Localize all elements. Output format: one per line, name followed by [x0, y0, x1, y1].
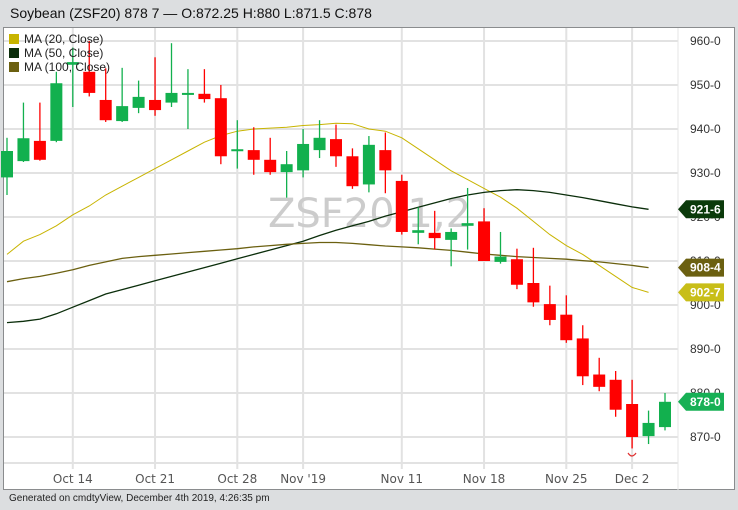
ma-line — [6, 122, 649, 293]
x-tick-label: Nov 18 — [463, 472, 506, 486]
chart-title: Soybean (ZSF20) 878 7 — O:872.25 H:880 L… — [10, 5, 372, 21]
candle — [247, 127, 260, 175]
candle — [214, 85, 227, 165]
price-tag: 921-6 — [678, 200, 724, 219]
legend-item-ma100: MA (100, Close) — [9, 60, 110, 74]
candle — [17, 102, 30, 162]
y-tick-label: 890-0 — [690, 342, 721, 356]
y-axis: 960-0950-0940-0930-0920-0910-0900-0890-0… — [690, 34, 721, 444]
y-tick-label: 870-0 — [690, 430, 721, 444]
candle — [461, 187, 474, 250]
x-tick-label: Nov '19 — [280, 472, 326, 486]
candle — [33, 102, 46, 161]
x-tick-label: Oct 28 — [217, 472, 257, 486]
candle — [527, 247, 540, 307]
candle — [313, 120, 326, 159]
x-tick-label: Oct 21 — [135, 472, 175, 486]
candle — [510, 248, 523, 290]
x-tick-label: Nov 11 — [381, 472, 424, 486]
candle — [116, 67, 129, 122]
candle — [132, 80, 145, 114]
swatch-ma50-icon — [9, 48, 19, 58]
candle — [609, 371, 622, 417]
legend-item-ma50: MA (50, Close) — [9, 46, 110, 60]
candle — [50, 71, 63, 143]
candle — [198, 69, 211, 103]
candle — [1, 137, 13, 195]
legend-label: MA (20, Close) — [24, 32, 104, 46]
candle — [149, 57, 162, 116]
svg-text:921-6: 921-6 — [690, 202, 721, 216]
candle — [66, 47, 79, 107]
candle — [83, 41, 96, 97]
candle — [428, 210, 441, 250]
candle — [395, 174, 408, 235]
y-tick-label: 930-0 — [690, 166, 721, 180]
y-tick-label: 960-0 — [690, 34, 721, 48]
candle — [99, 68, 112, 122]
legend-label: MA (50, Close) — [24, 46, 104, 60]
candle — [181, 69, 194, 129]
candle — [165, 43, 178, 107]
low-marker-icon — [627, 452, 637, 457]
legend: MA (20, Close) MA (50, Close) MA (100, C… — [9, 32, 110, 74]
candle — [231, 120, 244, 169]
candle — [543, 285, 556, 326]
watermark: ZSF20,1,2 — [268, 191, 471, 237]
x-tick-label: Oct 14 — [53, 472, 93, 486]
x-tick-label: Nov 25 — [545, 472, 588, 486]
legend-label: MA (100, Close) — [24, 60, 111, 74]
svg-text:878-0: 878-0 — [690, 395, 721, 409]
ma-line — [6, 241, 649, 283]
x-tick-label: Dec 2 — [615, 472, 650, 486]
grid-lines — [4, 28, 679, 490]
candle — [642, 410, 655, 445]
ma-line — [6, 189, 649, 324]
candle — [264, 137, 277, 175]
candle — [560, 295, 573, 343]
swatch-ma100-icon — [9, 62, 19, 72]
y-tick-label: 900-0 — [690, 298, 721, 312]
swatch-ma20-icon — [9, 34, 19, 44]
candle — [280, 151, 293, 198]
svg-text:908-4: 908-4 — [690, 261, 721, 275]
price-tag: 908-4 — [678, 258, 724, 277]
candle — [593, 357, 606, 392]
legend-item-ma20: MA (20, Close) — [9, 32, 110, 46]
candle — [478, 208, 491, 261]
candles — [1, 41, 671, 449]
candle — [362, 136, 375, 193]
y-tick-label: 940-0 — [690, 122, 721, 136]
candle — [297, 129, 310, 178]
y-tick-label: 950-0 — [690, 78, 721, 92]
price-tag: 902-7 — [678, 283, 724, 302]
price-tags: 921-6 908-4 902-7 878-0 — [678, 200, 724, 411]
candle — [330, 124, 342, 167]
candle — [412, 207, 425, 245]
candle — [445, 228, 458, 267]
x-axis: Oct 14 Oct 21 Oct 28 Nov '19 Nov 11 Nov 18 Nov… — [53, 472, 650, 486]
candle — [346, 148, 359, 189]
footer-generated-note: Generated on cmdtyView, December 4th 201… — [9, 493, 270, 504]
candle — [659, 393, 671, 431]
candle — [626, 379, 639, 449]
candle — [576, 325, 589, 386]
moving-average-lines — [6, 122, 649, 324]
price-tag: 878-0 — [678, 392, 724, 411]
svg-text:902-7: 902-7 — [690, 285, 721, 299]
candle — [494, 231, 507, 264]
candle — [379, 132, 392, 194]
